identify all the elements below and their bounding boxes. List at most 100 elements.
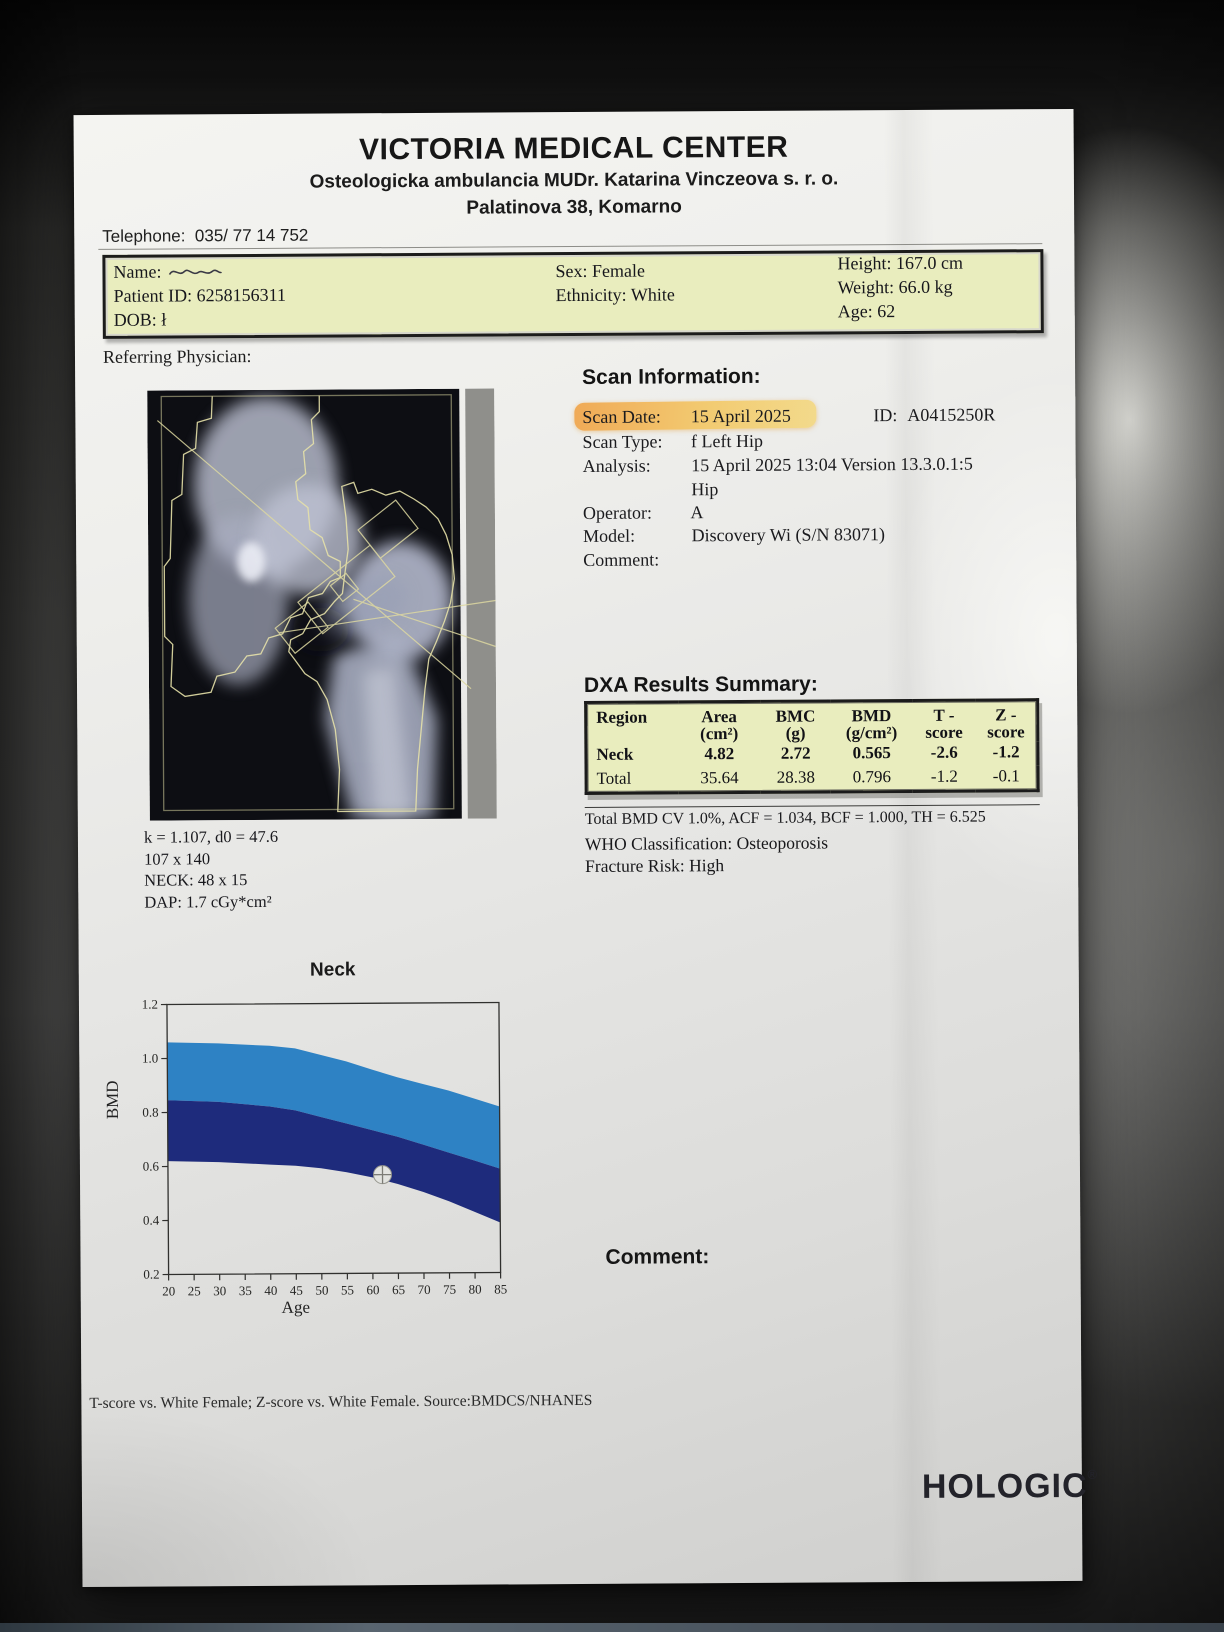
- col-header-z-score: Z - score: [987, 705, 1025, 742]
- x-tick-label: 80: [469, 1282, 482, 1297]
- col-header-bmd: BMD (g/cm²): [845, 706, 898, 743]
- neck-bmd: 0.565: [852, 743, 891, 763]
- patient-sex-line: Sex: Female: [555, 261, 645, 283]
- referring-physician-label: Referring Physician:: [102, 345, 252, 367]
- neck-region: Neck: [596, 744, 634, 764]
- patient-height-line: Height: 167.0 cm: [837, 253, 963, 275]
- neck-z-score: -1.2: [992, 742, 1020, 762]
- patient-name-line: Name:: [113, 261, 224, 283]
- analysis-value: 15 April 2025 13:04 Version 13.3.0.1:5: [691, 453, 973, 476]
- patient-weight-value: 66.0 kg: [898, 276, 953, 298]
- x-tick-label: 75: [443, 1282, 456, 1297]
- x-tick-label: 50: [315, 1283, 328, 1298]
- scan-edge-strip: [465, 388, 497, 819]
- x-tick-label: 25: [188, 1283, 201, 1298]
- patient-ethnicity-value: White: [630, 284, 675, 305]
- x-tick-label: 35: [239, 1283, 252, 1298]
- table-row-neck: Neck 4.82 2.72 0.565 -2.6 -1.2: [586, 741, 1038, 768]
- scan-type-label: Scan Type:: [582, 431, 663, 452]
- scan-date-label: Scan Date:: [582, 406, 661, 427]
- neck-area: 4.82: [704, 744, 735, 764]
- analysis-label: Analysis:: [582, 455, 651, 476]
- patient-ethnicity-line: Ethnicity: White: [556, 284, 675, 306]
- analysis-value-2: Hip: [691, 479, 719, 500]
- who-classification-line: WHO Classification: Osteoporosis: [584, 832, 829, 854]
- registered-mark: ®: [1087, 1466, 1099, 1482]
- patient-age-line: Age: 62: [838, 301, 896, 322]
- model-label: Model:: [583, 525, 636, 546]
- patient-weight-label: Weight:: [837, 277, 895, 298]
- x-tick-label: 30: [213, 1283, 226, 1298]
- x-tick-label: 55: [341, 1282, 354, 1297]
- scan-note-dap: DAP: 1.7 cGy*cm²: [144, 891, 272, 912]
- col-header-region: Region: [596, 707, 648, 727]
- total-z-score: -0.1: [992, 766, 1020, 786]
- table-header-row: Region Area (cm²) BMC (g) BMD (g/cm²) T - sc…: [586, 700, 1038, 744]
- roi-analysis-lines: [156, 420, 496, 690]
- hologic-logo: HOLOGIC®: [921, 1466, 1099, 1506]
- patient-weight-line: Weight: 66.0 kg: [838, 277, 953, 299]
- lower-reference-band: [167, 1100, 501, 1223]
- chart-y-axis-label: BMD: [102, 1080, 123, 1120]
- col-header-area: Area (cm²): [700, 707, 739, 744]
- operator-row: Operator: A: [583, 502, 704, 524]
- patient-age-value: 62: [877, 301, 896, 322]
- dxa-results-title: DXA Results Summary:: [583, 672, 818, 697]
- chart-plot-border: [166, 1001, 502, 1276]
- total-t-score: -1.2: [930, 766, 958, 786]
- chart-title: Neck: [309, 959, 356, 981]
- scan-note-dims: 107 x 140: [143, 848, 211, 869]
- patient-dob-line: DOB: ł: [114, 310, 167, 331]
- x-tick-label: 70: [418, 1282, 431, 1297]
- analysis-row-2: Hip: [583, 479, 719, 501]
- table-row-total: Total 35.64 28.38 0.796 -1.2 -0.1: [586, 765, 1038, 793]
- dxa-results-table: Region Area (cm²) BMC (g) BMD (g/cm²) T - sc…: [584, 698, 1040, 795]
- chart-x-axis-label: Age: [281, 1297, 311, 1317]
- reference-source-note: T-score vs. White Female; Z-score vs. Wh…: [89, 1391, 593, 1412]
- redacted-name-scribble: [169, 269, 223, 275]
- patient-ethnicity-label: Ethnicity:: [555, 284, 627, 306]
- scan-information-title: Scan Information:: [582, 364, 761, 389]
- y-tick-label: 1.0: [142, 1051, 158, 1066]
- y-tick-label: 1.2: [142, 997, 158, 1012]
- scan-note-neck: NECK: 48 x 15: [144, 870, 248, 890]
- x-tick-label: 65: [392, 1282, 405, 1297]
- scan-id-label: ID:: [873, 405, 898, 426]
- total-bmc: 28.38: [776, 767, 816, 787]
- hip-dxa-scan-image: [147, 388, 497, 821]
- bmd-reference-chart: 0.2 0.4 0.6 0.8 1.0 1.2 20 25 30 35 40 45 50 55 60 65 70…: [142, 997, 508, 1299]
- bone-shapes: [188, 396, 453, 820]
- y-tick-label: 0.4: [143, 1213, 160, 1228]
- scan-type-row: Scan Type: f Left Hip: [582, 431, 763, 453]
- operator-label: Operator:: [582, 502, 652, 523]
- patient-age-label: Age:: [837, 301, 873, 322]
- patient-name-label: Name:: [113, 261, 162, 282]
- telephone-value: 035/ 77 14 752: [194, 225, 309, 246]
- clinic-subtitle: Osteologicka ambulancia MUDr. Katarina V…: [309, 168, 839, 193]
- patient-dob-value: ł: [161, 309, 167, 330]
- scan-id-value: A0415250R: [907, 404, 996, 425]
- telephone-line: Telephone: 035/ 77 14 752: [102, 226, 308, 247]
- y-tick-label: 0.6: [143, 1159, 160, 1174]
- scan-date-row: Scan Date: 15 April 2025: [582, 406, 791, 428]
- y-tick-label: 0.2: [143, 1267, 159, 1282]
- patient-id-line: Patient ID: 6258156311: [114, 285, 286, 307]
- fracture-risk-line: Fracture Risk: High: [585, 855, 725, 876]
- patient-id-label: Patient ID:: [113, 285, 193, 306]
- col-header-t-score: T - score: [925, 705, 963, 742]
- patient-sex-label: Sex:: [555, 260, 588, 282]
- dxa-report-sheet: VICTORIA MEDICAL CENTER Osteologicka amb…: [73, 108, 1098, 1588]
- photo-bottom-edge: [0, 1623, 1224, 1632]
- clinic-address: Palatinova 38, Komarno: [466, 196, 682, 219]
- upper-reference-band: [167, 1042, 500, 1169]
- scan-parameter-notes: k = 1.107, d0 = 47.6 107 x 140 NECK: 48 …: [144, 826, 279, 913]
- dxa-stats-line: Total BMD CV 1.0%, ACF = 1.034, BCF = 1.…: [584, 804, 1040, 829]
- total-area: 35.64: [700, 768, 739, 788]
- model-row: Model: Discovery Wi (S/N 83071): [583, 524, 885, 547]
- patient-height-value: 167.0 cm: [895, 252, 963, 274]
- telephone-label: Telephone:: [102, 226, 186, 246]
- neck-t-score: -2.6: [930, 742, 958, 762]
- analysis-row: Analysis: 15 April 2025 13:04 Version 13…: [583, 454, 973, 477]
- col-header-bmc: BMC (g): [775, 706, 816, 743]
